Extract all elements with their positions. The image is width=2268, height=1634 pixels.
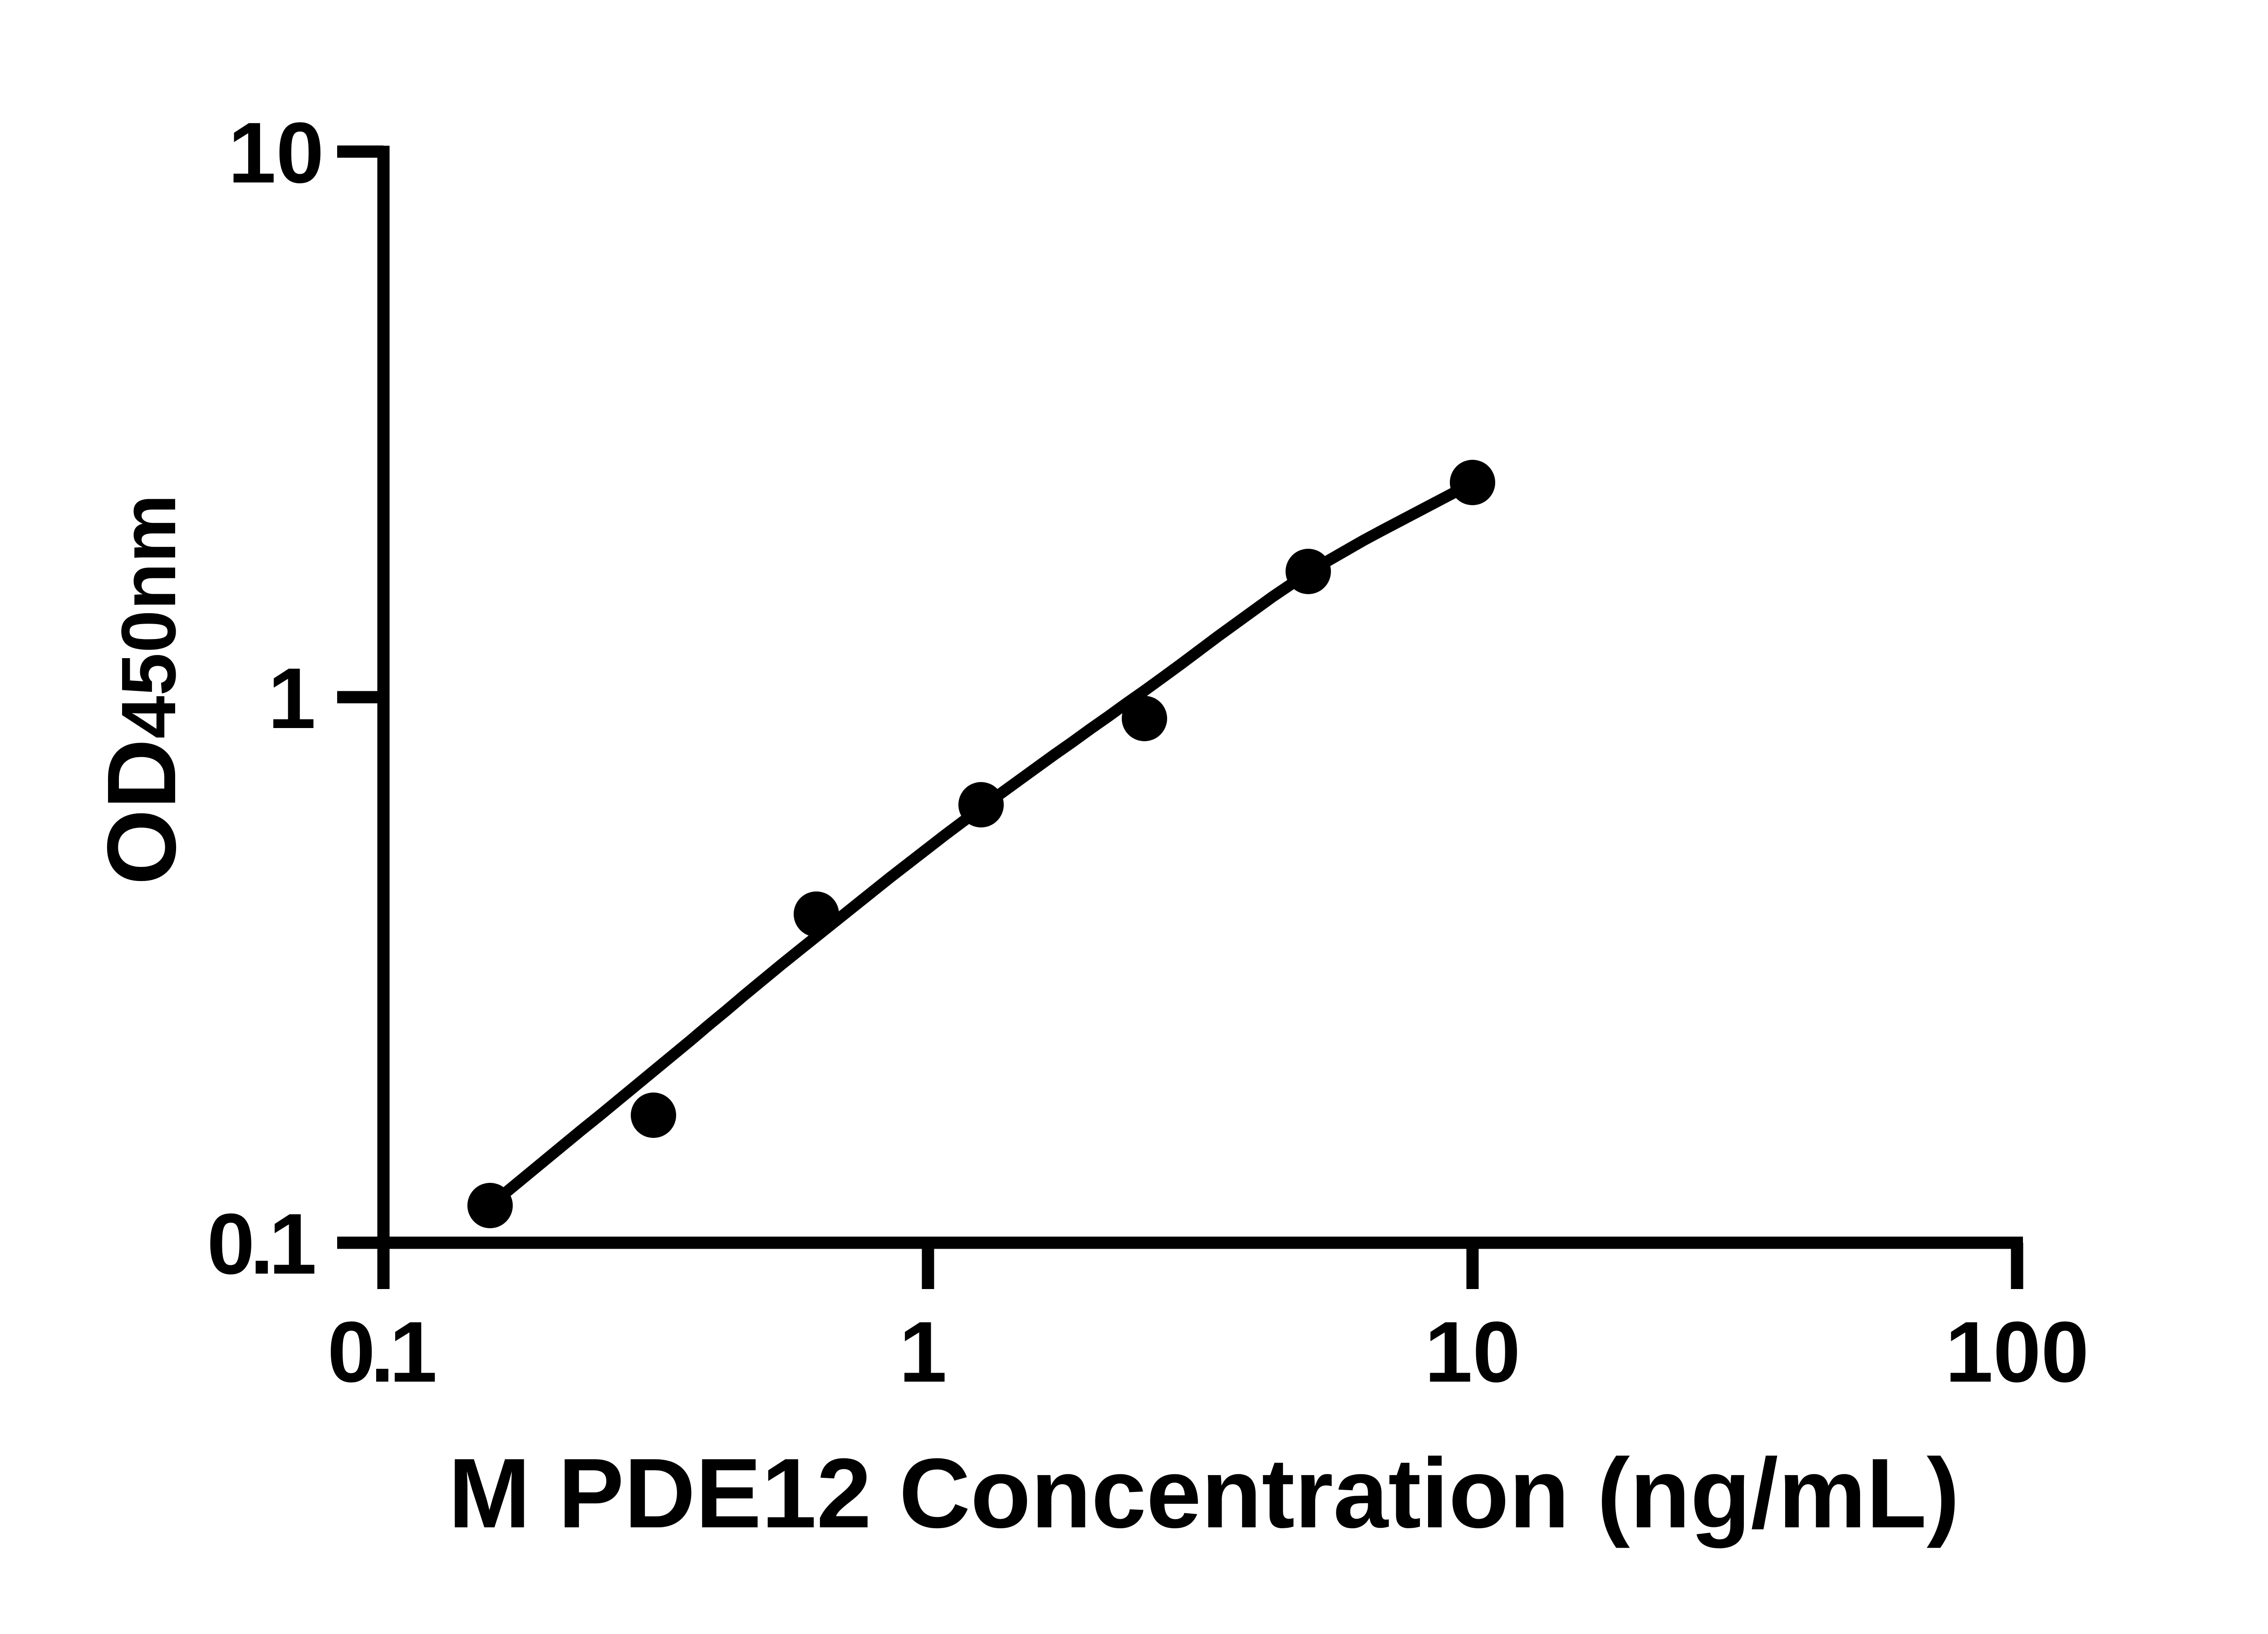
svg-text:0.1: 0.1 bbox=[327, 1304, 435, 1400]
svg-text:100: 100 bbox=[1945, 1304, 2089, 1400]
svg-text:1: 1 bbox=[268, 650, 316, 747]
svg-text:10: 10 bbox=[228, 105, 324, 201]
svg-text:1: 1 bbox=[899, 1304, 947, 1400]
svg-text:0.1: 0.1 bbox=[207, 1196, 314, 1292]
svg-text:10: 10 bbox=[1424, 1304, 1520, 1400]
svg-text:M PDE12 Concentration (ng/mL): M PDE12 Concentration (ng/mL) bbox=[448, 1438, 1960, 1549]
